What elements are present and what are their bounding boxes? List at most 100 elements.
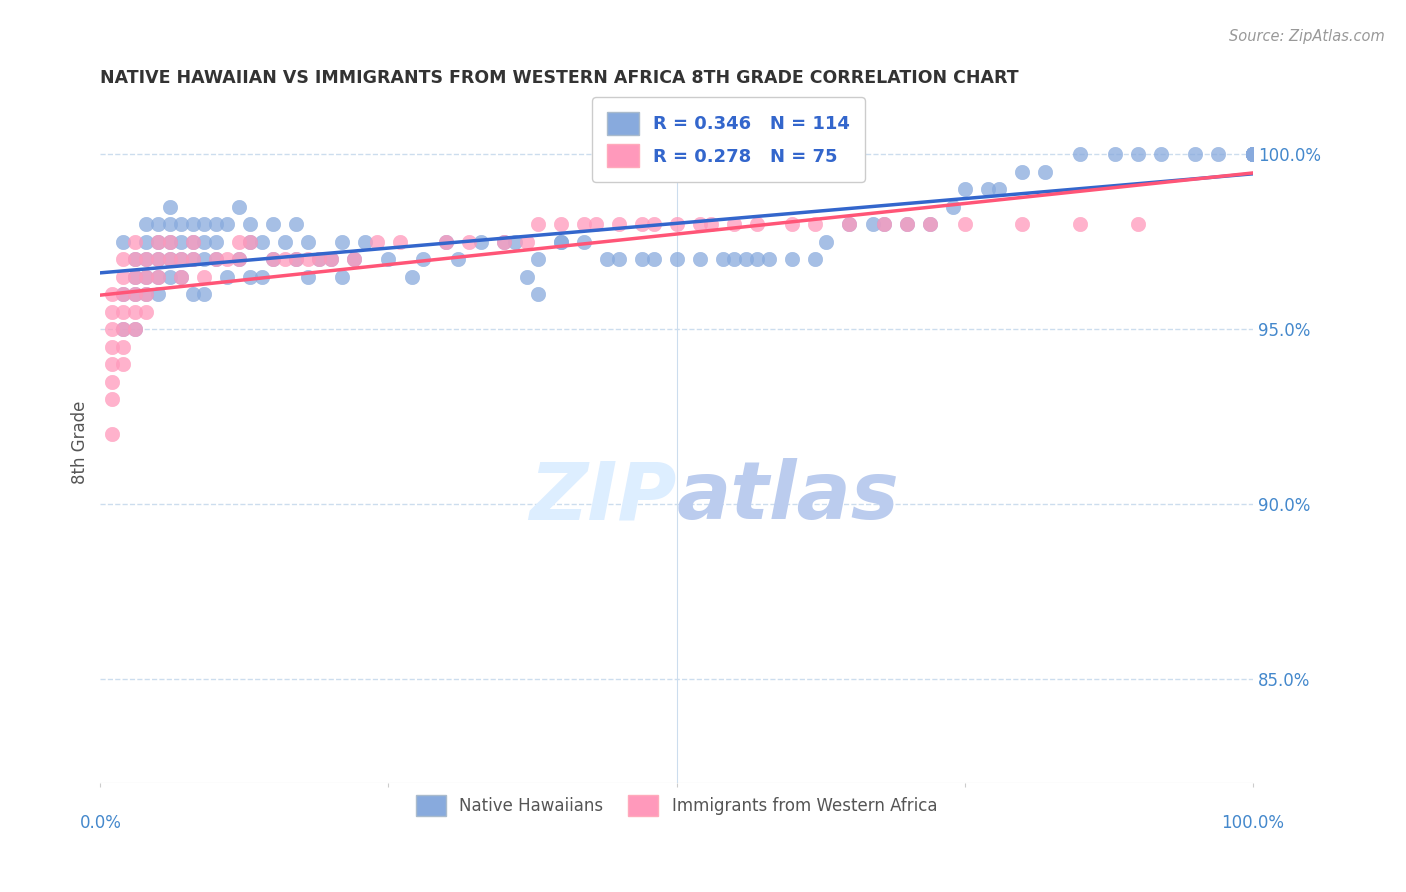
Point — [1241, 147, 1264, 161]
Point — [239, 235, 262, 249]
Point — [470, 235, 492, 249]
Point — [135, 235, 157, 249]
Point — [434, 235, 457, 249]
Point — [838, 217, 860, 231]
Point — [159, 235, 181, 249]
Point — [204, 217, 226, 231]
Point — [550, 235, 572, 249]
Point — [458, 235, 481, 249]
Point — [585, 217, 607, 231]
Point — [873, 217, 896, 231]
Text: NATIVE HAWAIIAN VS IMMIGRANTS FROM WESTERN AFRICA 8TH GRADE CORRELATION CHART: NATIVE HAWAIIAN VS IMMIGRANTS FROM WESTE… — [100, 69, 1019, 87]
Point — [1241, 147, 1264, 161]
Point — [574, 235, 596, 249]
Point — [492, 235, 515, 249]
Point — [239, 235, 262, 249]
Text: Source: ZipAtlas.com: Source: ZipAtlas.com — [1229, 29, 1385, 44]
Point — [747, 217, 769, 231]
Point — [401, 269, 423, 284]
Point — [217, 217, 239, 231]
Point — [193, 287, 215, 301]
Point — [112, 357, 135, 371]
Point — [101, 304, 124, 318]
Point — [181, 235, 204, 249]
Point — [297, 269, 319, 284]
Point — [343, 252, 366, 267]
Point — [112, 252, 135, 267]
Point — [332, 235, 354, 249]
Point — [343, 252, 366, 267]
Point — [723, 252, 745, 267]
Point — [124, 269, 146, 284]
Point — [723, 217, 745, 231]
Point — [804, 217, 827, 231]
Point — [146, 269, 169, 284]
Point — [170, 217, 193, 231]
Point — [1035, 165, 1057, 179]
Text: atlas: atlas — [676, 458, 900, 536]
Point — [124, 322, 146, 336]
Point — [228, 235, 250, 249]
Point — [896, 217, 918, 231]
Point — [124, 235, 146, 249]
Point — [101, 427, 124, 442]
Point — [101, 357, 124, 371]
Point — [412, 252, 434, 267]
Point — [297, 235, 319, 249]
Point — [1206, 147, 1229, 161]
Point — [953, 182, 976, 196]
Point — [274, 235, 297, 249]
Point — [631, 217, 654, 231]
Point — [953, 217, 976, 231]
Point — [1241, 147, 1264, 161]
Point — [942, 200, 965, 214]
Point — [689, 252, 711, 267]
Point — [159, 200, 181, 214]
Point — [250, 235, 273, 249]
Point — [124, 322, 146, 336]
Point — [977, 182, 1000, 196]
Point — [159, 252, 181, 267]
Point — [700, 217, 723, 231]
Point — [228, 252, 250, 267]
Point — [124, 269, 146, 284]
Point — [112, 304, 135, 318]
Point — [135, 269, 157, 284]
Point — [124, 252, 146, 267]
Point — [689, 217, 711, 231]
Point — [631, 252, 654, 267]
Point — [146, 287, 169, 301]
Point — [516, 269, 538, 284]
Point — [135, 252, 157, 267]
Point — [1011, 165, 1033, 179]
Point — [193, 235, 215, 249]
Point — [711, 252, 734, 267]
Point — [217, 252, 239, 267]
Point — [135, 252, 157, 267]
Point — [112, 269, 135, 284]
Point — [527, 217, 550, 231]
Point — [896, 217, 918, 231]
Point — [1241, 147, 1264, 161]
Point — [297, 252, 319, 267]
Point — [285, 252, 308, 267]
Point — [527, 252, 550, 267]
Point — [124, 287, 146, 301]
Point — [101, 322, 124, 336]
Point — [920, 217, 942, 231]
Point — [204, 252, 226, 267]
Point — [170, 252, 193, 267]
Point — [112, 340, 135, 354]
Point — [146, 235, 169, 249]
Point — [1241, 147, 1264, 161]
Point — [159, 252, 181, 267]
Point — [274, 252, 297, 267]
Point — [815, 235, 838, 249]
Point — [112, 235, 135, 249]
Point — [1241, 147, 1264, 161]
Point — [239, 217, 262, 231]
Point — [146, 217, 169, 231]
Point — [366, 235, 388, 249]
Point — [181, 287, 204, 301]
Point — [135, 269, 157, 284]
